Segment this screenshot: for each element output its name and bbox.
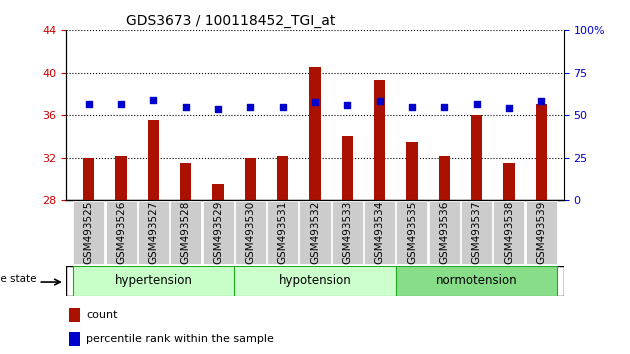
FancyBboxPatch shape bbox=[461, 201, 492, 264]
FancyBboxPatch shape bbox=[202, 201, 234, 264]
FancyBboxPatch shape bbox=[525, 201, 557, 264]
Text: hypertension: hypertension bbox=[115, 274, 192, 287]
Text: GSM493533: GSM493533 bbox=[342, 201, 352, 264]
FancyBboxPatch shape bbox=[73, 201, 105, 264]
Text: GSM493527: GSM493527 bbox=[149, 201, 158, 264]
Text: GSM493532: GSM493532 bbox=[310, 201, 320, 264]
Bar bbox=[180, 163, 192, 200]
Text: GSM493525: GSM493525 bbox=[84, 201, 94, 264]
Point bbox=[213, 106, 223, 112]
Point bbox=[116, 102, 126, 107]
Text: GSM493530: GSM493530 bbox=[245, 201, 255, 264]
FancyBboxPatch shape bbox=[267, 201, 298, 264]
Bar bbox=[471, 115, 482, 200]
FancyBboxPatch shape bbox=[170, 201, 201, 264]
Text: GSM493538: GSM493538 bbox=[504, 201, 514, 264]
Bar bbox=[83, 158, 94, 200]
Point bbox=[536, 98, 546, 104]
Text: GSM493537: GSM493537 bbox=[472, 201, 481, 264]
Bar bbox=[244, 158, 256, 200]
FancyBboxPatch shape bbox=[493, 201, 524, 264]
Bar bbox=[69, 308, 80, 322]
Text: GSM493536: GSM493536 bbox=[439, 201, 449, 264]
FancyBboxPatch shape bbox=[364, 201, 395, 264]
FancyBboxPatch shape bbox=[66, 266, 564, 296]
Bar bbox=[503, 163, 515, 200]
Point bbox=[342, 103, 352, 108]
Text: hypotension: hypotension bbox=[278, 274, 352, 287]
Text: GSM493531: GSM493531 bbox=[278, 201, 288, 264]
Text: GDS3673 / 100118452_TGI_at: GDS3673 / 100118452_TGI_at bbox=[126, 14, 335, 28]
Bar bbox=[69, 332, 80, 346]
Text: GSM493528: GSM493528 bbox=[181, 201, 191, 264]
Text: normotension: normotension bbox=[436, 274, 517, 287]
Text: GSM493539: GSM493539 bbox=[536, 201, 546, 264]
Bar bbox=[115, 156, 127, 200]
Point bbox=[181, 104, 191, 109]
Text: count: count bbox=[86, 310, 117, 320]
Point bbox=[471, 102, 481, 107]
Text: percentile rank within the sample: percentile rank within the sample bbox=[86, 333, 274, 344]
Bar bbox=[309, 67, 321, 200]
Bar bbox=[406, 142, 418, 200]
Bar bbox=[277, 156, 289, 200]
Point bbox=[278, 104, 288, 109]
Point bbox=[149, 97, 159, 103]
Text: GSM493529: GSM493529 bbox=[213, 201, 223, 264]
Point bbox=[375, 98, 385, 104]
FancyBboxPatch shape bbox=[234, 266, 396, 296]
Bar bbox=[148, 120, 159, 200]
Point bbox=[504, 105, 514, 110]
Text: disease state: disease state bbox=[0, 274, 37, 284]
Bar bbox=[212, 184, 224, 200]
Bar bbox=[536, 104, 547, 200]
FancyBboxPatch shape bbox=[138, 201, 169, 264]
Point bbox=[407, 104, 417, 109]
Bar bbox=[341, 136, 353, 200]
Text: GSM493535: GSM493535 bbox=[407, 201, 417, 264]
Point bbox=[84, 102, 94, 107]
FancyBboxPatch shape bbox=[429, 201, 460, 264]
Bar bbox=[438, 156, 450, 200]
Text: GSM493534: GSM493534 bbox=[375, 201, 385, 264]
FancyBboxPatch shape bbox=[235, 201, 266, 264]
FancyBboxPatch shape bbox=[396, 266, 558, 296]
FancyBboxPatch shape bbox=[72, 266, 234, 296]
Point bbox=[245, 104, 255, 109]
Bar bbox=[374, 80, 386, 200]
FancyBboxPatch shape bbox=[332, 201, 363, 264]
FancyBboxPatch shape bbox=[106, 201, 137, 264]
Text: GSM493526: GSM493526 bbox=[116, 201, 126, 264]
FancyBboxPatch shape bbox=[396, 201, 428, 264]
Point bbox=[439, 104, 449, 109]
Point bbox=[310, 99, 320, 105]
FancyBboxPatch shape bbox=[299, 201, 331, 264]
